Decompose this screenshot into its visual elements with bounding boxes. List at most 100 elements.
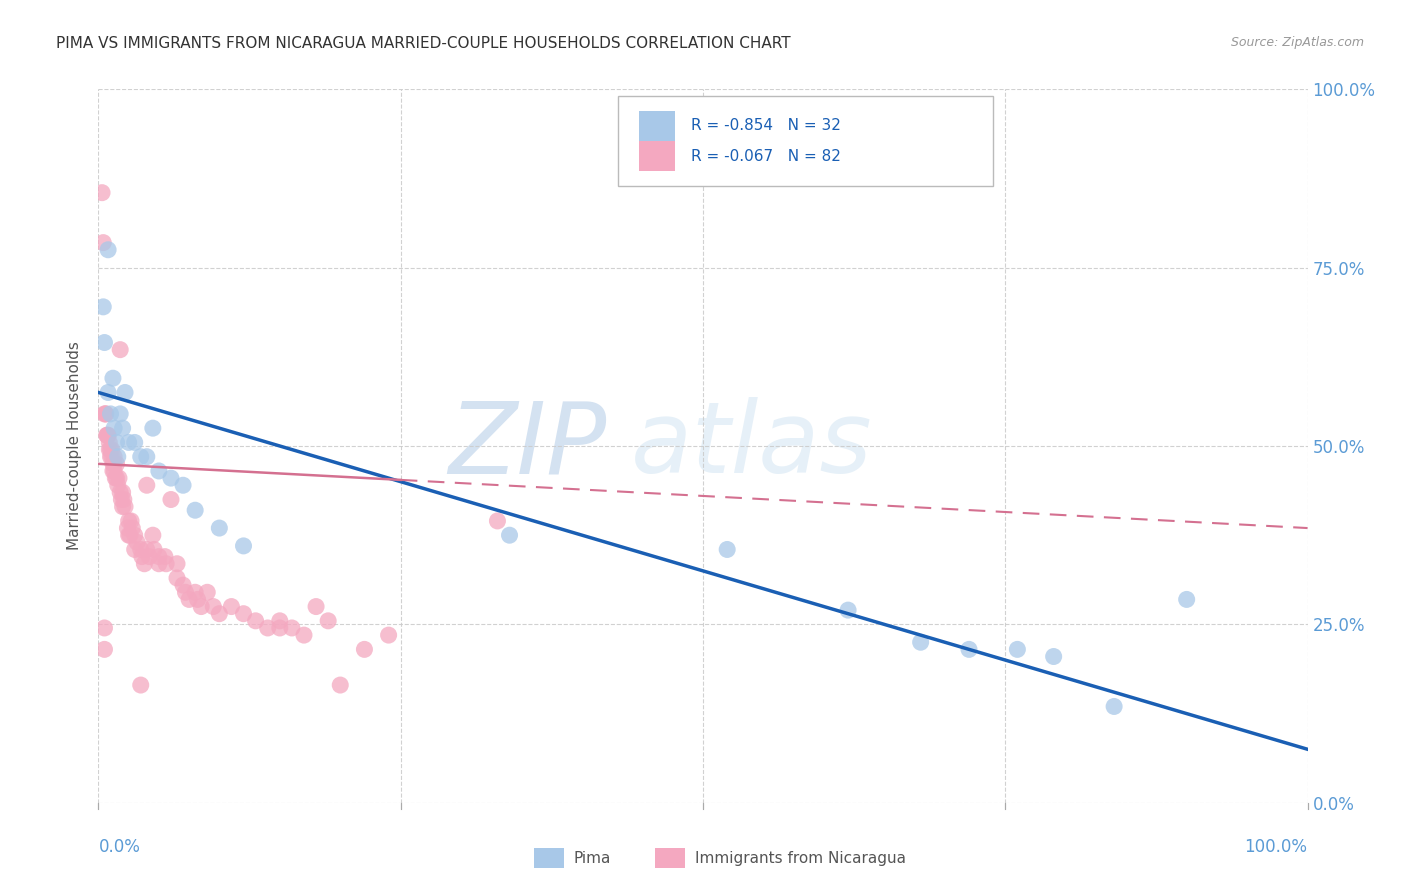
Point (353, 642, 375, 657)
Text: R = -0.067   N = 82: R = -0.067 N = 82 (690, 149, 841, 164)
Point (124, 435, 146, 450)
Point (166, 571, 188, 585)
Point (103, 457, 125, 471)
Point (292, 628, 315, 642)
Point (129, 450, 152, 464)
Point (134, 557, 156, 571)
Point (316, 614, 339, 628)
Point (221, 599, 243, 614)
Point (232, 607, 254, 621)
Point (107, 450, 129, 464)
Point (498, 528, 520, 542)
Point (101, 457, 124, 471)
Point (148, 557, 170, 571)
Point (101, 464, 124, 478)
Point (93, 642, 115, 657)
Point (135, 542, 157, 557)
Point (172, 578, 194, 592)
Bar (534, 848, 564, 869)
Point (94, 407, 117, 421)
Point (910, 635, 932, 649)
Point (486, 514, 509, 528)
Point (269, 621, 291, 635)
Point (103, 464, 125, 478)
Point (127, 535, 149, 549)
Point (111, 500, 134, 514)
Text: 0.0%: 0.0% (98, 838, 141, 856)
Point (142, 528, 165, 542)
Point (101, 371, 124, 385)
Point (100, 407, 122, 421)
Point (108, 471, 131, 485)
Point (131, 549, 153, 564)
Point (110, 492, 132, 507)
Point (245, 614, 267, 628)
Point (118, 435, 141, 450)
Text: PIMA VS IMMIGRANTS FROM NICARAGUA MARRIED-COUPLE HOUSEHOLDS CORRELATION CHART: PIMA VS IMMIGRANTS FROM NICARAGUA MARRIE… (56, 36, 790, 51)
Point (142, 421, 165, 435)
Text: atlas: atlas (630, 398, 872, 494)
Point (1007, 642, 1029, 657)
Point (135, 478, 157, 492)
Point (91, 235, 114, 250)
Point (305, 599, 328, 614)
FancyBboxPatch shape (619, 96, 993, 186)
Point (98, 442, 121, 457)
Text: Pima: Pima (574, 851, 612, 866)
Point (96, 428, 118, 442)
Point (97, 428, 120, 442)
Point (91, 186, 114, 200)
Point (208, 607, 231, 621)
Point (166, 557, 188, 571)
Point (1175, 592, 1198, 607)
Point (129, 678, 152, 692)
Point (1102, 699, 1125, 714)
Point (108, 485, 131, 500)
Point (93, 621, 115, 635)
Point (114, 500, 136, 514)
Point (153, 549, 176, 564)
Point (135, 450, 157, 464)
Point (105, 471, 128, 485)
Point (269, 614, 291, 628)
Point (100, 450, 122, 464)
Bar (638, 141, 675, 171)
Point (91, 300, 114, 314)
Text: 100.0%: 100.0% (1244, 838, 1308, 856)
Point (172, 478, 194, 492)
Point (118, 514, 141, 528)
Point (329, 678, 352, 692)
Point (96, 428, 118, 442)
Point (281, 621, 304, 635)
Point (184, 585, 207, 599)
Point (256, 621, 278, 635)
Point (377, 628, 399, 642)
Point (93, 335, 115, 350)
Point (184, 503, 207, 517)
Point (148, 549, 170, 564)
Point (108, 407, 131, 421)
Point (174, 585, 197, 599)
Point (112, 492, 135, 507)
Point (108, 343, 131, 357)
Point (190, 599, 212, 614)
Point (104, 471, 127, 485)
Point (160, 492, 183, 507)
Point (97, 428, 120, 442)
Point (124, 528, 146, 542)
Bar (638, 112, 675, 141)
Point (202, 599, 225, 614)
Point (129, 542, 152, 557)
Point (120, 514, 142, 528)
Point (957, 642, 980, 657)
Point (118, 528, 141, 542)
Y-axis label: Married-couple Households: Married-couple Households (67, 342, 83, 550)
Point (121, 521, 143, 535)
Point (195, 585, 218, 599)
Text: ZIP: ZIP (449, 398, 606, 494)
Point (143, 542, 166, 557)
Point (103, 450, 125, 464)
Point (98, 435, 121, 450)
Point (97, 385, 120, 400)
Point (107, 478, 129, 492)
